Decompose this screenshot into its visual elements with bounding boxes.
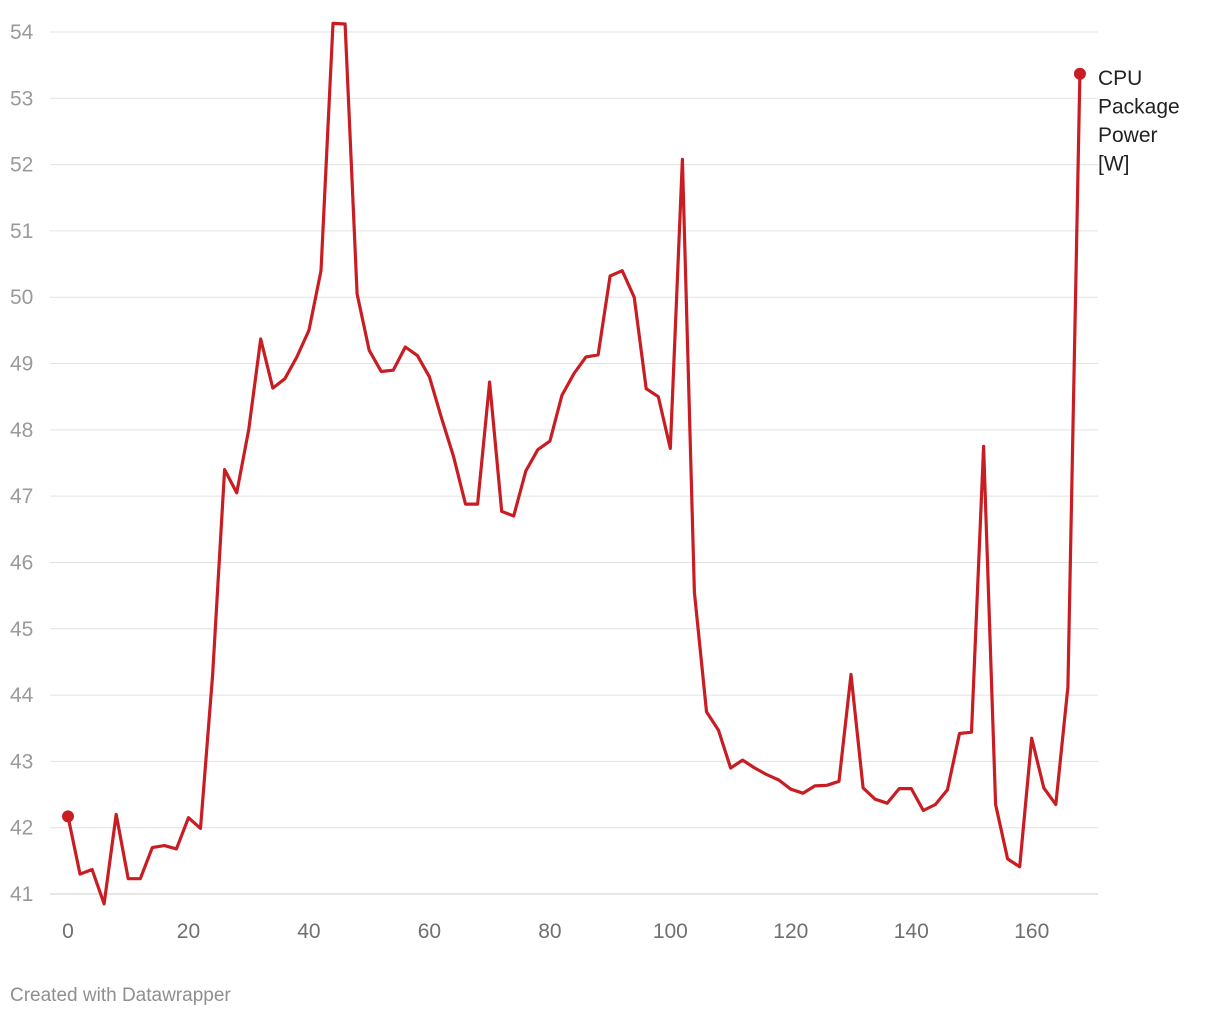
- series-line-cpu-package-power: [66, 21, 1082, 906]
- y-tick-label: 49: [10, 353, 33, 376]
- y-tick-label: 46: [10, 551, 33, 574]
- series-lines: [66, 21, 1082, 906]
- series-label-cpu-package-power: CPU Package Power [W]: [1098, 67, 1180, 176]
- y-tick-label: 51: [10, 220, 33, 243]
- x-tick-label: 60: [418, 920, 441, 943]
- x-tick-label: 80: [538, 920, 561, 943]
- y-tick-label: 44: [10, 684, 34, 707]
- y-tick-label: 48: [10, 419, 33, 442]
- series-label-line: [W]: [1098, 153, 1130, 176]
- y-tick-label: 47: [10, 485, 33, 508]
- y-tick-label: 42: [10, 817, 33, 840]
- x-tick-label: 40: [297, 920, 320, 943]
- y-tick-label: 53: [10, 87, 33, 110]
- series-label-line: CPU: [1098, 67, 1142, 90]
- series-label-line: Power: [1098, 124, 1158, 147]
- y-tick-label: 54: [10, 21, 34, 44]
- series-label-line: Package: [1098, 96, 1180, 119]
- y-tick-label: 41: [10, 883, 33, 906]
- series-end-marker: [1073, 67, 1086, 80]
- series-direct-labels: CPU Package Power [W]: [1098, 67, 1180, 176]
- y-axis-ticks: 41 42 43 44 45 46 47 48 49 50 51 52 53 54: [10, 21, 34, 906]
- series-end-markers: [62, 67, 1086, 823]
- x-tick-label: 20: [177, 920, 200, 943]
- line-chart: 41 42 43 44 45 46 47 48 49 50 51 52 53 54 0 20 40 60 80 10…: [10, 21, 1180, 943]
- credit-footer: Created with Datawrapper: [10, 985, 231, 1006]
- series-start-marker: [62, 810, 74, 823]
- y-tick-label: 52: [10, 154, 33, 177]
- x-tick-label: 100: [653, 920, 688, 943]
- x-tick-label: 140: [894, 920, 929, 943]
- y-tick-label: 50: [10, 286, 33, 309]
- y-tick-label: 45: [10, 618, 33, 641]
- x-tick-label: 120: [773, 920, 808, 943]
- gridlines: [50, 31, 1098, 895]
- x-tick-label: 160: [1014, 920, 1049, 943]
- x-tick-label: 0: [62, 920, 74, 943]
- x-axis-ticks: 0 20 40 60 80 100 120 140 160: [62, 920, 1049, 943]
- y-tick-label: 43: [10, 750, 33, 773]
